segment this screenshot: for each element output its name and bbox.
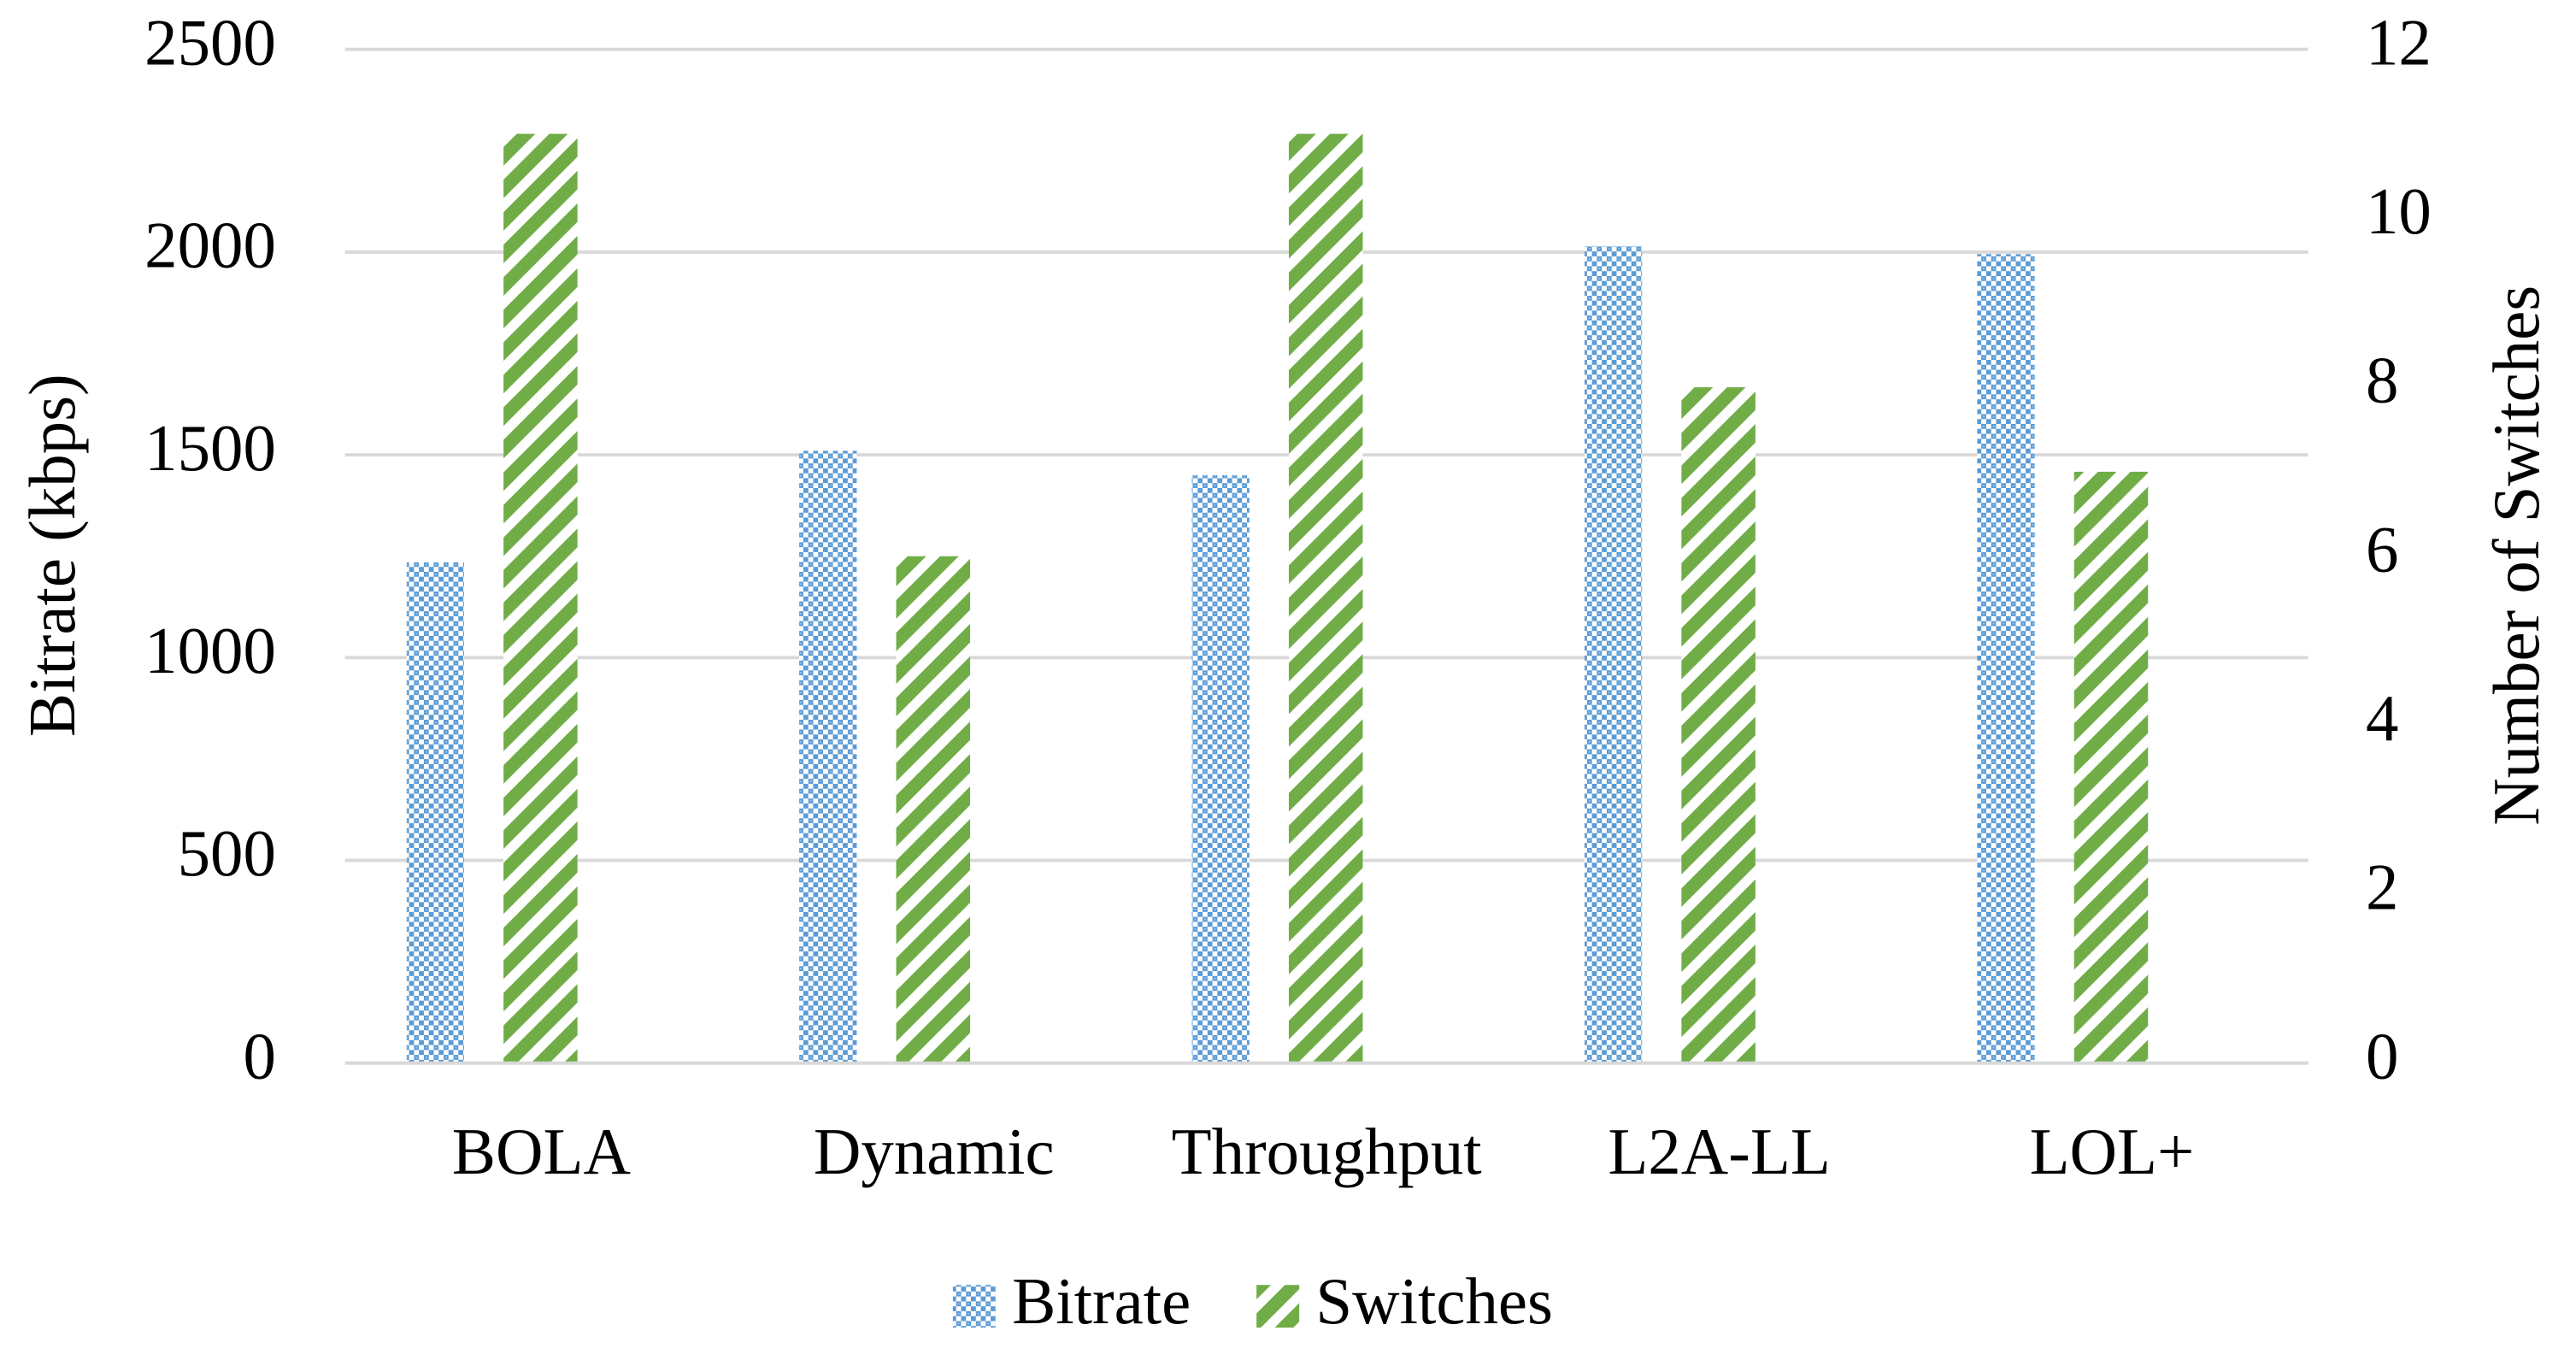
legend-swatch (952, 1285, 996, 1328)
bar (799, 450, 857, 1063)
legend-label: Bitrate (1012, 1264, 1191, 1338)
bar (1681, 387, 1756, 1063)
x-tick-label: BOLA (452, 1115, 631, 1188)
x-tick-label: Throughput (1172, 1115, 1482, 1188)
y-tick-label: 1000 (144, 614, 276, 687)
y2-tick-label: 12 (2366, 5, 2432, 79)
legend-swatch (1256, 1285, 1300, 1328)
bar (1977, 254, 2035, 1063)
y-tick-label: 1500 (144, 411, 276, 485)
bar (2073, 471, 2149, 1063)
y2-axis-title: Number of Switches (2479, 286, 2553, 826)
y2-tick-label: 6 (2366, 512, 2398, 586)
bar (896, 556, 971, 1063)
y-tick-label: 2500 (144, 5, 276, 79)
y-tick-label: 500 (178, 816, 276, 890)
y-axis-title: Bitrate (kbps) (15, 374, 89, 737)
y2-tick-label: 8 (2366, 344, 2398, 417)
y-tick-label: 0 (243, 1019, 275, 1092)
y2-tick-label: 4 (2366, 681, 2398, 755)
x-tick-label: Dynamic (814, 1115, 1055, 1188)
bar (1288, 133, 1363, 1063)
y-tick-label: 2000 (144, 209, 276, 282)
y2-tick-label: 10 (2366, 174, 2432, 248)
x-tick-label: L2A-LL (1608, 1115, 1830, 1188)
bar (1584, 245, 1643, 1063)
x-tick-label: LOL+ (2030, 1115, 2195, 1188)
y2-tick-label: 0 (2366, 1019, 2398, 1092)
bar (503, 133, 578, 1063)
y2-tick-label: 2 (2366, 851, 2398, 924)
bar (1191, 474, 1250, 1063)
bar (406, 562, 465, 1063)
legend-label: Switches (1315, 1264, 1553, 1338)
